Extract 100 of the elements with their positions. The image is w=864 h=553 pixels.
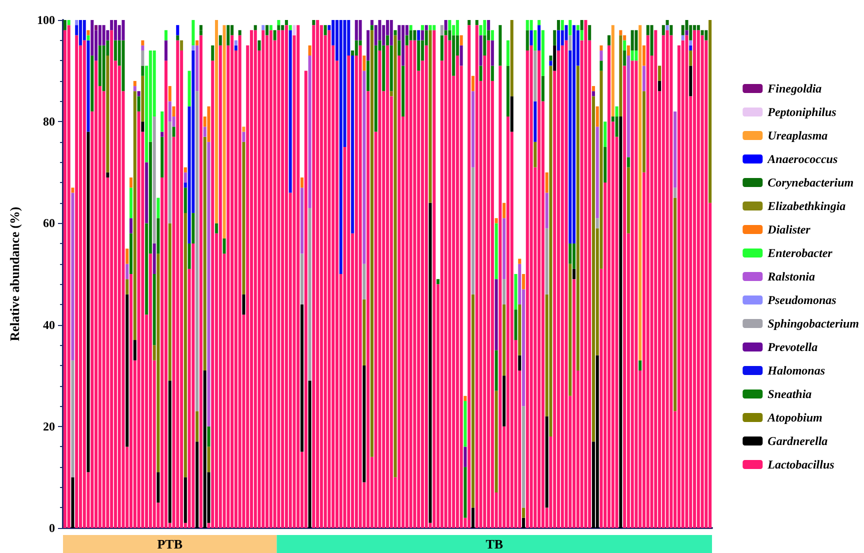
bar xyxy=(580,20,584,30)
bar xyxy=(460,45,463,66)
bar xyxy=(203,370,206,528)
bar xyxy=(502,376,506,426)
bar xyxy=(498,66,502,528)
bar xyxy=(642,45,646,66)
bar xyxy=(192,244,195,528)
bar xyxy=(168,380,172,523)
bar xyxy=(126,248,129,264)
bar xyxy=(308,208,312,381)
bar xyxy=(666,30,669,528)
bar xyxy=(141,45,144,50)
bar xyxy=(218,35,222,46)
bar xyxy=(152,244,156,274)
bar xyxy=(670,25,673,36)
bar xyxy=(366,30,370,61)
bar xyxy=(464,467,467,518)
bar xyxy=(611,116,614,122)
bar xyxy=(394,35,397,478)
legend-label: Peptoniphilus xyxy=(768,105,837,119)
bar xyxy=(222,238,226,254)
bar xyxy=(510,96,514,132)
bar xyxy=(300,304,304,452)
bar xyxy=(156,218,160,254)
bar xyxy=(608,45,611,528)
bar xyxy=(82,40,86,528)
bar xyxy=(526,30,529,50)
bar xyxy=(176,25,180,36)
bar xyxy=(188,70,191,106)
bar xyxy=(269,30,272,528)
bar xyxy=(556,30,560,50)
legend-label: Ureaplasma xyxy=(768,128,828,142)
bar xyxy=(626,45,630,56)
bar xyxy=(203,136,206,371)
bar xyxy=(413,30,416,40)
bar xyxy=(514,274,518,310)
bar xyxy=(549,66,552,437)
text: PTB xyxy=(157,536,183,552)
legend-label: Atopobium xyxy=(766,410,822,424)
bar xyxy=(354,40,358,56)
bar xyxy=(634,60,638,528)
legend-label: Halomonas xyxy=(766,364,826,378)
bar xyxy=(129,188,133,218)
bar xyxy=(494,390,498,492)
bar xyxy=(696,30,700,528)
bar xyxy=(129,177,133,188)
legend-label: Lactobacillus xyxy=(766,458,835,472)
bar xyxy=(86,35,90,40)
bar xyxy=(160,132,164,137)
bar xyxy=(475,25,478,528)
legend-label: Pseudomonas xyxy=(768,293,837,307)
bar xyxy=(611,25,614,117)
bar xyxy=(490,66,494,81)
bar xyxy=(568,20,572,36)
bar xyxy=(522,406,526,508)
bar xyxy=(152,274,156,346)
y-axis-title: Relative abundance (%) xyxy=(7,206,22,342)
bar xyxy=(534,50,537,102)
bar xyxy=(71,477,74,528)
bar xyxy=(417,30,420,40)
bar xyxy=(479,66,482,81)
bar xyxy=(133,86,136,92)
bar xyxy=(502,218,506,280)
bar xyxy=(568,264,572,396)
bar xyxy=(572,244,576,269)
bar xyxy=(490,40,494,66)
bar xyxy=(402,66,405,117)
bar xyxy=(502,304,506,376)
bar xyxy=(184,213,187,478)
bar xyxy=(207,142,210,426)
bar xyxy=(545,192,548,228)
bar xyxy=(296,25,300,528)
bar xyxy=(534,101,537,142)
y-tick-label: 0 xyxy=(49,521,55,535)
bar xyxy=(362,56,366,71)
bar xyxy=(409,25,412,30)
bar xyxy=(218,45,222,528)
bar xyxy=(300,254,304,304)
bar xyxy=(522,274,526,290)
bar xyxy=(518,355,522,371)
bar xyxy=(522,518,526,528)
bar xyxy=(370,25,374,30)
bar xyxy=(114,20,117,40)
bar xyxy=(619,35,622,117)
bar xyxy=(502,202,506,218)
bar xyxy=(685,35,688,528)
bar xyxy=(549,56,552,61)
bar xyxy=(214,20,218,224)
bar xyxy=(362,365,366,482)
bar xyxy=(86,40,90,132)
bar xyxy=(658,66,662,81)
bar xyxy=(86,132,90,472)
bar xyxy=(133,340,136,360)
bar xyxy=(122,20,125,40)
bar xyxy=(129,233,133,274)
bar xyxy=(67,20,70,26)
bar xyxy=(71,192,74,360)
bar xyxy=(242,142,246,294)
bar xyxy=(704,30,708,40)
bar xyxy=(666,20,669,26)
